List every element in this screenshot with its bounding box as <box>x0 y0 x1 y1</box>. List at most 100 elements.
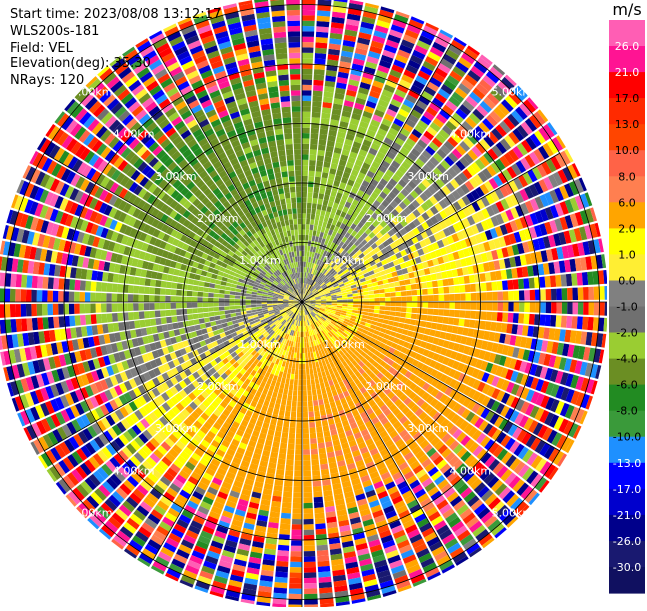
velocity-gate <box>280 518 290 524</box>
velocity-gate <box>368 291 374 295</box>
velocity-gate <box>385 297 391 301</box>
velocity-gate <box>444 302 450 309</box>
velocity-gate <box>307 385 311 391</box>
velocity-gate <box>492 302 498 311</box>
velocity-gate <box>302 235 305 240</box>
velocity-gate <box>321 113 330 119</box>
velocity-gate <box>302 5 315 11</box>
velocity-gate <box>282 394 287 400</box>
velocity-gate <box>118 322 124 331</box>
velocity-gate <box>373 313 379 317</box>
velocity-gate <box>302 31 314 37</box>
velocity-gate <box>291 412 296 418</box>
velocity-gate <box>193 319 199 325</box>
velocity-gate <box>316 37 328 43</box>
velocity-gate <box>384 288 390 293</box>
velocity-gate <box>304 262 306 268</box>
velocity-gate <box>377 280 383 285</box>
velocity-gate <box>594 302 600 315</box>
velocity-gate <box>309 230 313 236</box>
velocity-gate <box>383 319 389 324</box>
velocity-gate <box>283 421 289 427</box>
velocity-gate <box>519 290 525 300</box>
velocity-gate <box>319 139 327 145</box>
velocity-gate <box>529 278 535 289</box>
velocity-gate <box>363 292 369 296</box>
velocity-gate <box>287 449 294 455</box>
velocity-gate <box>342 304 348 306</box>
velocity-gate <box>307 197 312 203</box>
velocity-gate <box>274 582 287 588</box>
velocity-gate <box>318 571 331 577</box>
velocity-gate <box>290 567 302 573</box>
velocity-gate <box>303 455 310 461</box>
velocity-gate <box>449 310 455 317</box>
velocity-gate <box>309 412 315 418</box>
velocity-gate <box>571 316 577 329</box>
velocity-gate <box>304 551 316 557</box>
velocity-gate <box>302 348 304 353</box>
velocity-gate <box>296 433 302 439</box>
velocity-gate <box>507 280 513 290</box>
velocity-gate <box>348 299 353 301</box>
velocity-gate <box>292 530 303 536</box>
velocity-gate <box>390 287 396 292</box>
velocity-gate <box>498 292 504 301</box>
velocity-gate <box>312 112 321 118</box>
velocity-gate <box>287 454 294 460</box>
velocity-gate <box>302 117 310 123</box>
velocity-gate <box>523 278 529 289</box>
velocity-gate <box>231 317 237 321</box>
velocity-gate <box>556 315 562 327</box>
velocity-gate <box>276 566 288 572</box>
velocity-gate <box>288 444 295 450</box>
velocity-gate <box>311 459 319 465</box>
velocity-gate <box>323 485 332 491</box>
velocity-gate <box>285 378 290 384</box>
velocity-gate <box>342 300 347 302</box>
velocity-gate <box>304 256 306 262</box>
velocity-gate <box>209 317 215 322</box>
velocity-gate <box>315 58 326 64</box>
velocity-gate <box>288 438 295 444</box>
velocity-gate <box>385 302 391 306</box>
velocity-gate <box>396 307 402 312</box>
velocity-gate <box>294 374 298 380</box>
velocity-gate <box>443 317 449 324</box>
velocity-gate <box>279 529 290 535</box>
velocity-gate <box>383 279 389 284</box>
velocity-gate <box>313 193 319 199</box>
velocity-gate <box>297 353 300 359</box>
velocity-gate <box>311 443 318 449</box>
velocity-gate <box>295 342 298 348</box>
velocity-gate <box>302 342 304 347</box>
velocity-gate <box>295 455 302 461</box>
velocity-gate <box>460 302 466 309</box>
velocity-gate <box>303 481 311 487</box>
velocity-gate <box>599 302 605 316</box>
velocity-gate <box>316 161 323 167</box>
velocity-gate <box>312 203 317 209</box>
velocity-gate <box>299 369 302 374</box>
velocity-gate <box>295 449 302 455</box>
velocity-gate <box>318 145 326 151</box>
velocity-gate <box>177 316 183 322</box>
velocity-gate <box>317 16 330 22</box>
velocity-gate <box>290 374 294 380</box>
velocity-gate <box>342 297 348 299</box>
velocity-gate <box>219 311 225 315</box>
velocity-gate <box>508 313 514 323</box>
velocity-gate <box>303 471 311 477</box>
velocity-gate <box>577 316 583 329</box>
velocity-gate <box>314 502 324 508</box>
velocity-gate <box>379 289 385 293</box>
velocity-gate <box>299 375 303 380</box>
velocity-gate <box>314 182 320 188</box>
velocity-gate <box>222 323 228 328</box>
velocity-gate <box>314 74 325 80</box>
velocity-gate <box>308 406 313 412</box>
velocity-gate <box>420 321 426 327</box>
velocity-gate <box>323 376 328 382</box>
velocity-gate <box>437 280 443 287</box>
velocity-gate <box>417 308 423 314</box>
